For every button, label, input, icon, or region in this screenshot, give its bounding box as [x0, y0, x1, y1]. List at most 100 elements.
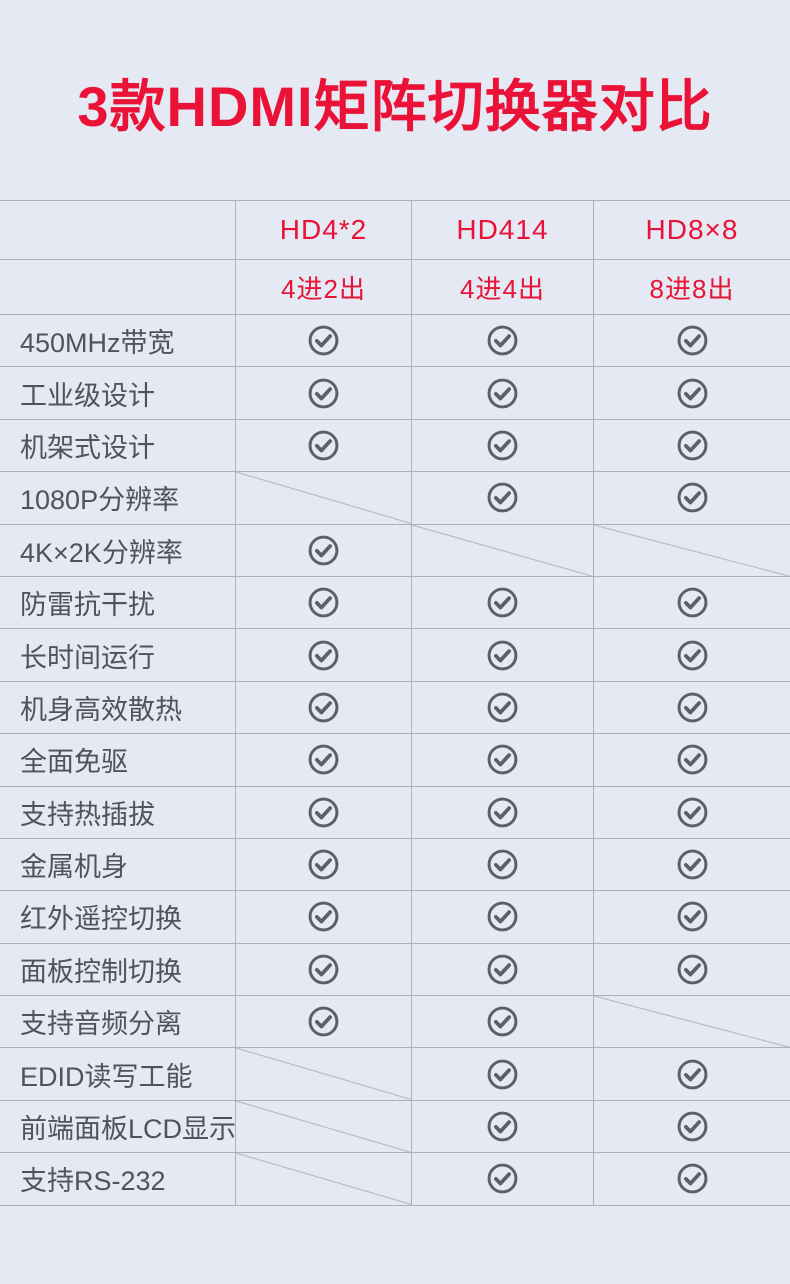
supported-cell: [235, 943, 411, 996]
table-row: EDID读写工能: [0, 1048, 790, 1101]
feature-label-cell: 450MHz带宽: [0, 315, 235, 366]
circled-check-icon: [308, 1006, 339, 1037]
not-supported-diagonal-icon: [594, 996, 790, 1047]
feature-label-cell: 防雷抗干扰: [0, 577, 235, 628]
table-header-row-models: HD4*2 HD414 HD8×8: [0, 201, 790, 260]
circled-check-icon: [677, 1111, 707, 1142]
feature-label-cell: 前端面板LCD显示: [0, 1101, 237, 1152]
circled-check-icon: [677, 482, 707, 513]
circled-check-icon: [677, 954, 707, 985]
circled-check-icon: [308, 902, 339, 932]
header-model-cell: HD4*2: [235, 201, 411, 259]
table-row: 1080P分辨率: [0, 472, 790, 525]
not-supported-diagonal-icon: [594, 525, 790, 576]
feature-label: 前端面板LCD显示: [20, 1114, 237, 1145]
feature-label-cell: 金属机身: [0, 839, 235, 890]
supported-cell: [411, 367, 593, 419]
circled-check-icon: [677, 849, 707, 880]
circled-check-icon: [487, 849, 518, 880]
circled-check-icon: [677, 797, 707, 828]
feature-label-cell: 4K×2K分辨率: [0, 525, 235, 576]
supported-cell: [411, 1153, 593, 1205]
supported-cell: [593, 1048, 790, 1100]
supported-cell: [593, 472, 790, 524]
supported-cell: [411, 472, 593, 524]
model-name: HD8×8: [645, 214, 739, 245]
supported-cell: [593, 891, 790, 943]
supported-cell: [235, 734, 411, 786]
supported-cell: [235, 576, 411, 629]
feature-label-cell: 支持音频分离: [0, 996, 235, 1047]
circled-check-icon: [487, 1111, 518, 1142]
feature-label-cell: 支持热插拔: [0, 787, 235, 838]
supported-cell: [593, 1100, 790, 1153]
supported-cell: [411, 838, 593, 891]
circled-check-icon: [677, 587, 707, 618]
supported-cell: [235, 996, 411, 1048]
circled-check-icon: [677, 640, 707, 670]
header-config-cell: 4进4出: [411, 260, 593, 314]
supported-cell: [593, 943, 790, 996]
supported-cell: [411, 734, 593, 786]
feature-label: 全面免驱: [20, 747, 128, 778]
supported-cell: [411, 1100, 593, 1153]
circled-check-icon: [487, 378, 518, 408]
table-row: 4K×2K分辨率: [0, 524, 790, 577]
table-row: 长时间运行: [0, 629, 790, 682]
header-model-cell: HD414: [411, 201, 593, 259]
circled-check-icon: [677, 325, 707, 356]
circled-check-icon: [308, 849, 339, 880]
table-row: 防雷抗干扰: [0, 576, 790, 630]
circled-check-icon: [677, 692, 707, 723]
circled-check-icon: [487, 482, 518, 513]
supported-cell: [411, 681, 593, 734]
supported-cell: [593, 419, 790, 472]
feature-label: 金属机身: [20, 852, 128, 883]
circled-check-icon: [308, 535, 339, 566]
supported-cell: [235, 524, 411, 576]
feature-label: 1080P分辨率: [20, 485, 180, 516]
supported-cell: [593, 576, 790, 629]
circled-check-icon: [487, 692, 518, 723]
feature-label-cell: 1080P分辨率: [0, 472, 235, 523]
not-supported-diagonal-icon: [236, 1048, 411, 1099]
circled-check-icon: [677, 902, 707, 932]
header-model-cell: HD8×8: [593, 201, 790, 259]
circled-check-icon: [487, 1006, 518, 1037]
header-config-cell: 4进2出: [235, 260, 411, 314]
feature-label: 机身高效散热: [20, 694, 182, 725]
model-name: HD414: [456, 214, 549, 245]
feature-label: 支持热插拔: [20, 799, 155, 830]
circled-check-icon: [487, 902, 518, 932]
comparison-table: HD4*2 HD414 HD8×8 4进2出 4进4出 8进8出 450MHz带…: [0, 200, 790, 1206]
io-config: 8进8出: [649, 273, 735, 304]
circled-check-icon: [487, 1059, 518, 1090]
header-config-cell: 8进8出: [593, 260, 790, 314]
supported-cell: [411, 629, 593, 681]
circled-check-icon: [677, 378, 707, 408]
feature-label: 支持RS-232: [20, 1166, 166, 1197]
feature-label: 防雷抗干扰: [20, 590, 155, 621]
io-config: 4进2出: [281, 273, 366, 304]
feature-label: 面板控制切换: [20, 956, 182, 987]
feature-label-cell: 机身高效散热: [0, 682, 235, 733]
feature-label-cell: 支持RS-232: [0, 1153, 235, 1204]
supported-cell: [593, 838, 790, 891]
supported-cell: [411, 996, 593, 1048]
table-row: 工业级设计: [0, 367, 790, 420]
circled-check-icon: [487, 797, 518, 828]
page-title: 3款HDMI矩阵切换器对比: [77, 75, 713, 138]
feature-label-cell: 红外遥控切换: [0, 891, 235, 942]
not-supported-cell: [235, 472, 411, 524]
feature-label-cell: 机架式设计: [0, 420, 235, 471]
feature-label: 工业级设计: [20, 380, 155, 411]
feature-label-cell: 面板控制切换: [0, 944, 235, 995]
circled-check-icon: [677, 430, 707, 461]
table-row: 支持音频分离: [0, 996, 790, 1049]
supported-cell: [411, 891, 593, 943]
supported-cell: [235, 367, 411, 419]
supported-cell: [593, 315, 790, 367]
circled-check-icon: [308, 954, 339, 985]
supported-cell: [235, 315, 411, 367]
model-name: HD4*2: [279, 214, 368, 245]
